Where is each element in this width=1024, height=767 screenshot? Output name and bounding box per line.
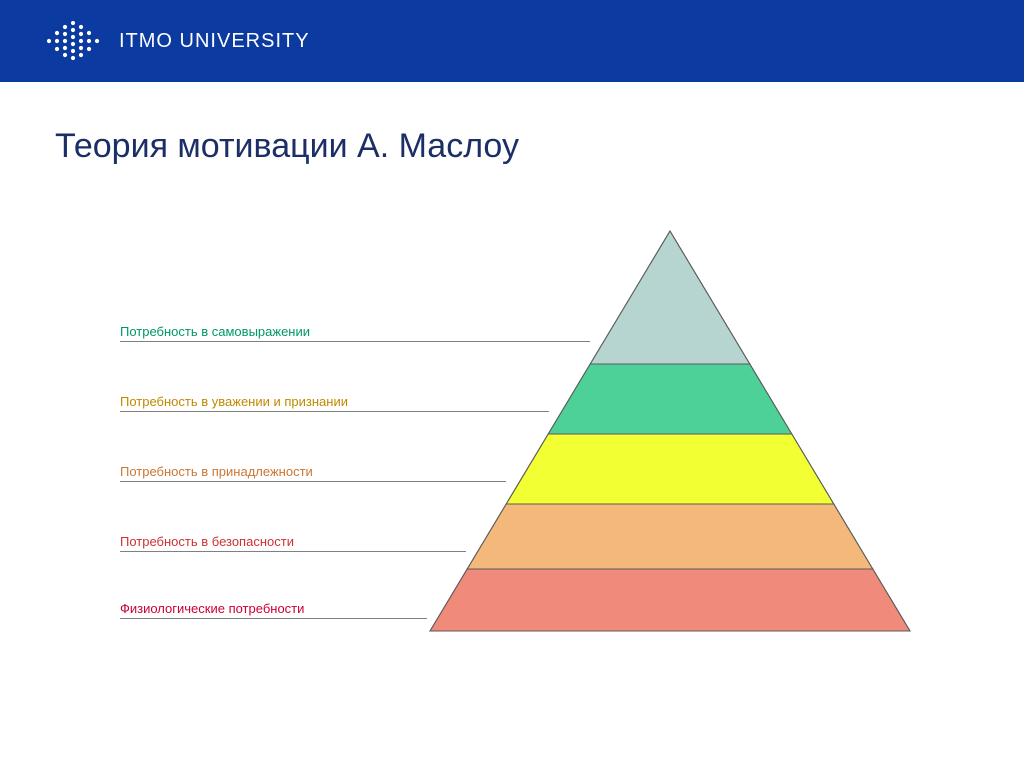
pyramid-level xyxy=(467,504,873,569)
pyramid-level xyxy=(506,434,834,504)
pyramid-level xyxy=(430,569,910,631)
pyramid-level-underline xyxy=(120,551,466,552)
pyramid-level-label: Потребность в принадлежности xyxy=(120,464,313,479)
pyramid-level-label: Физиологические потребности xyxy=(120,601,304,616)
pyramid-level xyxy=(590,231,750,364)
header-bar: ITMO UNIVERSITY xyxy=(0,0,1024,82)
pyramid-level-underline xyxy=(120,481,506,482)
pyramid-level-label: Потребность в самовыражении xyxy=(120,324,310,339)
logo: ITMO UNIVERSITY xyxy=(45,21,310,61)
pyramid-level xyxy=(548,364,792,434)
logo-dots-icon xyxy=(45,21,105,61)
maslow-pyramid-diagram: Потребность в самовыражении Потребность в… xyxy=(0,176,1024,676)
logo-text: ITMO UNIVERSITY xyxy=(119,30,310,53)
page-title: Теория мотивации А. Маслоу xyxy=(0,82,1024,166)
pyramid-level-underline xyxy=(120,618,427,619)
pyramid-level-label: Потребность в уважении и признании xyxy=(120,394,348,409)
pyramid-level-underline xyxy=(120,411,549,412)
pyramid-level-label: Потребность в безопасности xyxy=(120,534,294,549)
pyramid-level-underline xyxy=(120,341,590,342)
